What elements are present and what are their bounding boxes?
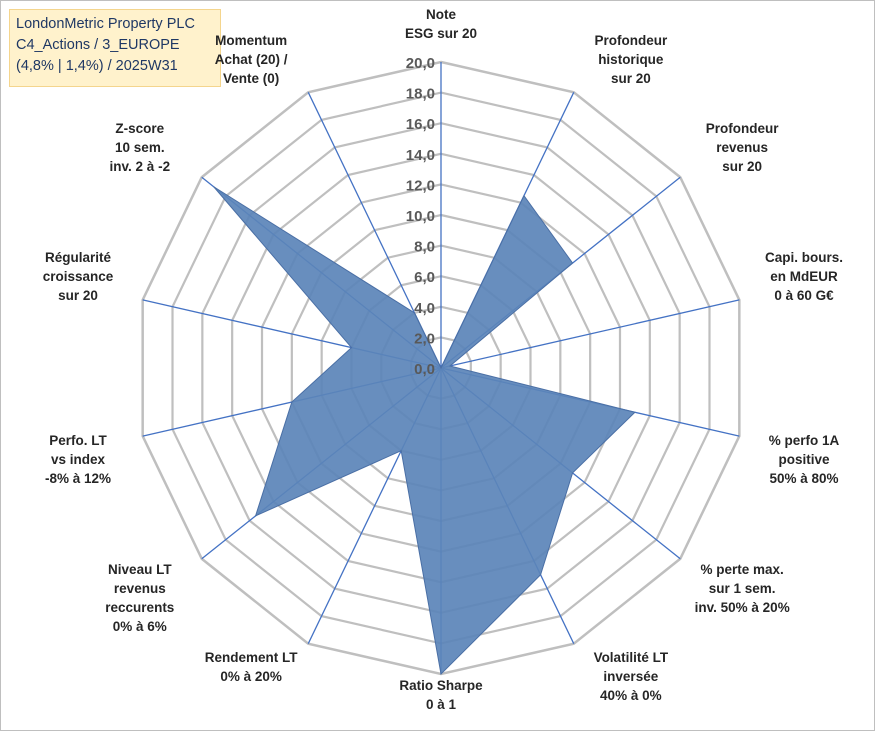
axis-spoke bbox=[440, 299, 740, 369]
axis-label-line: inversée bbox=[603, 669, 659, 685]
axis-label-line: 10 sem. bbox=[115, 140, 165, 156]
axis-label-line: sur 20 bbox=[58, 287, 98, 303]
axis-label-line: 0% à 20% bbox=[220, 669, 282, 685]
axis-label-line: -8% à 12% bbox=[44, 471, 112, 487]
axis-label: Capi. bours. en MdEUR 0 à 60 G€ bbox=[739, 248, 869, 305]
axis-label-line: Capi. bours. bbox=[764, 249, 843, 265]
axis-label-line: Profondeur bbox=[594, 32, 668, 48]
axis-label: Profondeur revenus sur 20 bbox=[677, 119, 807, 176]
axis-label-line: 0% à 6% bbox=[112, 618, 167, 634]
axis-label-line: historique bbox=[598, 51, 664, 67]
axis-label: Volatilité LT inversée 40% à 0% bbox=[566, 648, 696, 705]
axis-label-line: ESG sur 20 bbox=[404, 26, 478, 41]
tick-label: 4,0 bbox=[414, 300, 435, 317]
axis-label-line: Z-score bbox=[115, 121, 165, 137]
axis-label-line: 40% à 0% bbox=[600, 688, 662, 704]
axis-label-line: Achat (20) / bbox=[214, 51, 288, 67]
axis-label: Note ESG sur 20 bbox=[376, 5, 506, 43]
axis-label-line: % perfo 1A bbox=[768, 433, 840, 449]
axis-label: Perfo. LT vs index -8% à 12% bbox=[13, 431, 143, 488]
tick-label: 14,0 bbox=[406, 147, 435, 164]
series-area bbox=[213, 186, 636, 676]
axis-label: Z-score 10 sem. inv. 2 à -2 bbox=[75, 119, 205, 176]
title-line-stats: (4,8% | 1,4%) / 2025W31 bbox=[16, 58, 178, 74]
title-line-category: C4_Actions / 3_EUROPE bbox=[16, 37, 180, 53]
axis-label: Ratio Sharpe 0 à 1 bbox=[376, 676, 506, 714]
axis-label-line: Niveau LT bbox=[108, 561, 172, 577]
axis-label-line: inv. 2 à -2 bbox=[109, 159, 171, 175]
axis-label-line: Volatilité LT bbox=[593, 650, 669, 666]
axis-label-line: 50% à 80% bbox=[769, 471, 839, 487]
axis-label-line: % perte max. bbox=[700, 561, 784, 577]
axis-label-line: inv. 50% à 20% bbox=[694, 599, 790, 615]
axis-label-line: Momentum bbox=[215, 32, 288, 48]
tick-layer: 0,0 2,0 4,0 6,0 8,0 10,0 12,0 14,0 16,0 18,0 20,0 bbox=[406, 55, 435, 378]
axis-label-line: revenus bbox=[113, 580, 166, 596]
title-line-company: LondonMetric Property PLC bbox=[16, 16, 195, 32]
tick-label: 20,0 bbox=[406, 55, 435, 72]
axis-label-line: Vente (0) bbox=[223, 70, 280, 86]
tick-label: 8,0 bbox=[414, 239, 435, 256]
axis-label-line: Profondeur bbox=[705, 121, 779, 137]
axis-label: % perfo 1A positive 50% à 80% bbox=[739, 431, 869, 488]
axis-label-line: vs index bbox=[51, 452, 106, 468]
axis-label-line: 0 à 1 bbox=[425, 697, 457, 712]
axis-label: Rendement LT 0% à 20% bbox=[186, 648, 316, 686]
axis-label-line: Ratio Sharpe bbox=[399, 678, 483, 693]
tick-label: 12,0 bbox=[406, 177, 435, 194]
tick-label: 0,0 bbox=[414, 361, 435, 378]
axis-label-line: positive bbox=[778, 452, 830, 468]
axis-label-line: sur 1 sem. bbox=[708, 580, 776, 596]
axis-label: Momentum Achat (20) / Vente (0) bbox=[186, 31, 316, 88]
axis-label-line: Perfo. LT bbox=[49, 433, 107, 449]
tick-label: 10,0 bbox=[406, 208, 435, 225]
axis-label: Régularité croissance sur 20 bbox=[13, 248, 143, 305]
tick-label: 6,0 bbox=[414, 269, 435, 286]
axis-label: % perte max. sur 1 sem. inv. 50% à 20% bbox=[677, 560, 807, 617]
axis-label-line: revenus bbox=[716, 140, 769, 156]
axis-label: Profondeur historique sur 20 bbox=[566, 31, 696, 88]
tick-label: 18,0 bbox=[406, 86, 435, 103]
chart-title-box: LondonMetric Property PLC C4_Actions / 3… bbox=[9, 9, 221, 87]
axis-label-line: sur 20 bbox=[610, 70, 651, 86]
axis-label-line: sur 20 bbox=[722, 159, 763, 175]
axis-label-line: croissance bbox=[42, 268, 114, 284]
tick-label: 2,0 bbox=[414, 330, 435, 347]
tick-label: 16,0 bbox=[406, 116, 435, 133]
axis-label-line: Régularité bbox=[45, 249, 112, 265]
axis-label-line: Rendement LT bbox=[204, 650, 298, 666]
axis-label-line: reccurents bbox=[105, 599, 175, 615]
series-layer bbox=[213, 186, 636, 676]
axis-label-line: 0 à 60 G€ bbox=[774, 287, 834, 303]
axis-label: Niveau LT revenus reccurents 0% à 6% bbox=[75, 560, 205, 636]
axis-label-line: en MdEUR bbox=[770, 268, 838, 284]
axis-label-line: Note bbox=[426, 7, 456, 22]
